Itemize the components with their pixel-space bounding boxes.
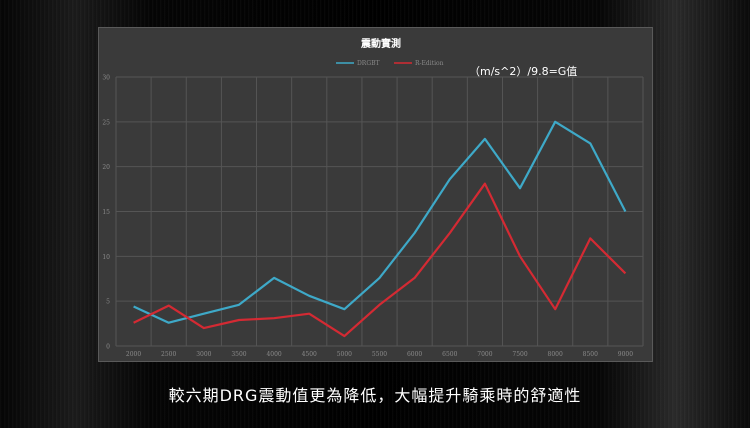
legend-entry: DRGBT <box>357 60 380 67</box>
y-tick-label: 25 <box>102 119 110 126</box>
x-tick-label: 4000 <box>266 351 281 358</box>
y-tick-label: 0 <box>106 344 110 351</box>
y-tick-label: 5 <box>106 299 110 306</box>
y-tick-label: 10 <box>102 254 110 261</box>
x-tick-label: 2000 <box>126 351 141 358</box>
x-tick-label: 9000 <box>618 351 633 358</box>
series-layer <box>133 120 627 338</box>
y-tick-label: 20 <box>102 164 110 171</box>
y-tick-label: 30 <box>102 75 110 82</box>
x-tick-label: 3500 <box>231 351 246 358</box>
legend-entry: R-Edition <box>415 60 444 67</box>
y-tick-label: 15 <box>102 209 110 216</box>
axis-layer: 0 5 10 15 20 25 30 2000 2500 3000 3500 4000 4500 5000… <box>102 75 633 359</box>
series-line-drgbt <box>133 120 627 324</box>
x-tick-label: 4500 <box>302 351 317 358</box>
x-tick-label: 3000 <box>196 351 211 358</box>
series-line-r-edition <box>133 182 627 338</box>
x-tick-label: 7000 <box>477 351 492 358</box>
x-tick-label: 6000 <box>407 351 422 358</box>
x-tick-label: 2500 <box>161 351 176 358</box>
x-tick-label: 6500 <box>442 351 457 358</box>
x-tick-label: 8000 <box>548 351 563 358</box>
unit-annotation: （m/s^2）/9.8=G值 <box>469 65 577 78</box>
legend: DRGBT R-Edition <box>336 60 444 67</box>
caption-text: 較六期DRG震動值更為降低，大幅提升騎乘時的舒適性 <box>168 386 582 405</box>
x-tick-label: 8500 <box>583 351 598 358</box>
x-tick-label: 7500 <box>512 351 527 358</box>
x-tick-label: 5000 <box>337 351 352 358</box>
chart-panel: 0 5 10 15 20 25 30 2000 2500 3000 3500 4000 4500 5000… <box>98 27 653 362</box>
vibration-line-chart: 0 5 10 15 20 25 30 2000 2500 3000 3500 4000 4500 5000… <box>102 37 644 359</box>
chart-title: 震動實測 <box>361 37 401 50</box>
x-tick-label: 5500 <box>372 351 387 358</box>
grid-layer <box>115 76 644 347</box>
